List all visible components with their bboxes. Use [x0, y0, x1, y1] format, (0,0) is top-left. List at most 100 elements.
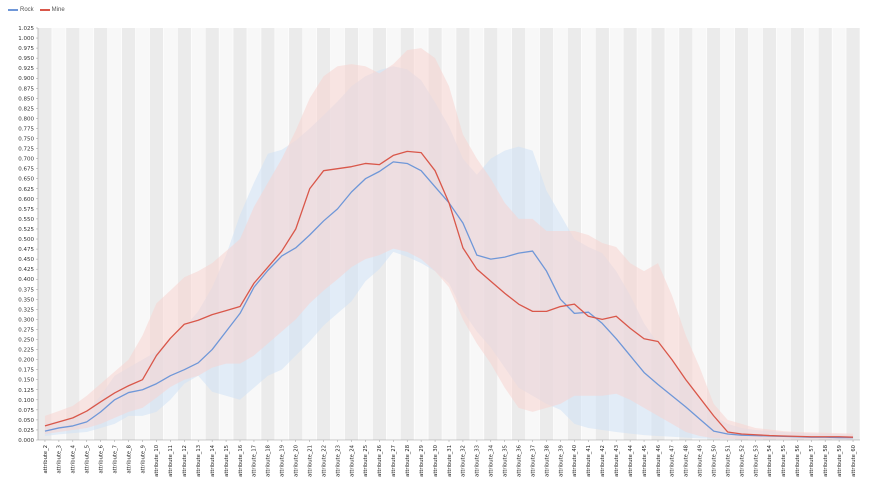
x-tick-label: attribute_21 — [307, 445, 313, 477]
background-band — [93, 28, 108, 440]
x-tick-label: attribute_11 — [168, 445, 174, 477]
series-lines — [44, 150, 854, 439]
y-tick-label: 0.675 — [18, 167, 34, 173]
x-tick-label: attribute_48 — [684, 445, 690, 477]
background-band — [51, 28, 66, 440]
x-tick-label: attribute_22 — [321, 445, 327, 477]
y-tick-label: 0.850 — [18, 96, 34, 102]
x-tick-label: attribute_57 — [809, 445, 815, 477]
legend: Rock Mine — [8, 4, 65, 16]
x-tick-label: attribute_10 — [154, 445, 160, 477]
x-tick-label: attribute_16 — [238, 445, 244, 477]
y-tick-label: 0.650 — [18, 177, 34, 183]
x-tick-label: attribute_7 — [112, 445, 118, 474]
y-axis: 0.000 0.025 0.050 0.075 0.100 0.125 0.150 0.175… — [18, 26, 39, 444]
x-tick-label: attribute_25 — [363, 445, 369, 477]
background-band — [38, 28, 52, 440]
y-tick-label: 0.300 — [18, 317, 34, 323]
background-band — [846, 28, 860, 440]
x-tick-label: attribute_59 — [837, 445, 843, 477]
y-tick-label: 0.875 — [18, 86, 34, 92]
y-tick-label: 0.275 — [18, 327, 34, 333]
y-tick-label: 0.150 — [18, 378, 34, 384]
x-tick-label: attribute_17 — [252, 445, 258, 477]
y-tick-label: 0.450 — [18, 257, 34, 263]
x-tick-label: attribute_49 — [698, 445, 704, 477]
x-tick-label: attribute_54 — [767, 444, 773, 477]
legend-swatch-rock — [8, 9, 18, 11]
y-tick-label: 0.225 — [18, 348, 34, 354]
x-tick-label: attribute_18 — [266, 445, 272, 477]
legend-label-mine: Mine — [51, 7, 65, 13]
confidence-band-mine — [44, 48, 854, 440]
x-tick-label: attribute_40 — [572, 445, 578, 477]
x-tick-label: attribute_47 — [670, 445, 676, 477]
x-tick-label: attribute_28 — [405, 445, 411, 477]
x-tick-label: attribute_43 — [614, 445, 620, 477]
x-tick-label: attribute_35 — [503, 445, 509, 477]
y-tick-label: 0.500 — [18, 237, 34, 243]
y-tick-label: 0.625 — [18, 187, 34, 193]
x-tick-label: attribute_36 — [516, 445, 522, 477]
y-tick-label: 0.100 — [18, 398, 34, 404]
legend-swatch-mine — [39, 9, 50, 11]
background-band — [692, 28, 707, 440]
y-tick-label: 0.025 — [18, 428, 34, 434]
x-tick-label: attribute_52 — [739, 445, 745, 477]
x-tick-label: attribute_60 — [851, 445, 857, 477]
background-band — [818, 28, 833, 440]
x-tick-label: attribute_29 — [419, 445, 425, 477]
background-band — [804, 28, 819, 440]
y-tick-label: 0.125 — [18, 388, 34, 394]
y-tick-label: 0.200 — [18, 358, 34, 364]
background-band — [748, 28, 763, 440]
x-tick-label: attribute_50 — [712, 445, 718, 477]
y-tick-label: 0.425 — [18, 267, 34, 273]
y-tick-label: 0.950 — [18, 56, 34, 62]
y-tick-label: 0.800 — [18, 116, 34, 122]
y-tick-label: 0.375 — [18, 287, 34, 293]
y-tick-label: 0.975 — [18, 46, 34, 52]
x-tick-label: attribute_34 — [489, 444, 495, 477]
y-tick-label: 0.000 — [18, 438, 34, 444]
y-tick-label: 0.575 — [18, 207, 34, 213]
x-tick-label: attribute_27 — [391, 445, 397, 477]
legend-item-mine[interactable]: Mine — [39, 7, 65, 13]
x-tick-label: attribute_13 — [196, 445, 202, 477]
y-tick-label: 0.900 — [18, 76, 34, 82]
y-tick-label: 0.725 — [18, 147, 34, 153]
x-tick-label: attribute_20 — [294, 445, 300, 477]
legend-item-rock[interactable]: Rock — [8, 7, 34, 13]
y-tick-label: 0.550 — [18, 217, 34, 223]
x-tick-label: attribute_42 — [600, 445, 606, 477]
confidence-bands — [44, 48, 854, 440]
x-tick-label: attribute_53 — [753, 445, 759, 477]
y-tick-label: 0.175 — [18, 368, 34, 374]
x-tick-label: attribute_24 — [349, 444, 355, 477]
background-band — [720, 28, 735, 440]
x-tick-label: attribute_51 — [725, 445, 731, 477]
background-band — [65, 28, 80, 440]
x-tick-label: attribute_37 — [530, 445, 536, 477]
x-tick-label: attribute_46 — [656, 445, 662, 477]
background-band — [832, 28, 847, 440]
y-tick-label: 0.350 — [18, 297, 34, 303]
y-tick-label: 0.925 — [18, 66, 34, 72]
y-tick-label: 0.750 — [18, 137, 34, 143]
x-tick-label: attribute_44 — [628, 444, 634, 477]
x-tick-label: attribute_58 — [823, 445, 829, 477]
x-tick-label: attribute_2 — [43, 445, 49, 474]
y-tick-label: 1.000 — [18, 36, 34, 42]
legend-label-rock: Rock — [20, 7, 34, 13]
y-tick-label: 1.025 — [18, 26, 34, 32]
x-tick-label: attribute_4 — [71, 444, 77, 473]
y-tick-label: 0.700 — [18, 157, 34, 163]
x-tick-label: attribute_8 — [126, 445, 132, 474]
background-band — [776, 28, 791, 440]
y-tick-label: 0.775 — [18, 126, 34, 132]
x-tick-label: attribute_3 — [57, 445, 63, 474]
background-band — [121, 28, 136, 440]
x-tick-label: attribute_26 — [377, 445, 383, 477]
x-tick-label: attribute_9 — [140, 445, 146, 474]
